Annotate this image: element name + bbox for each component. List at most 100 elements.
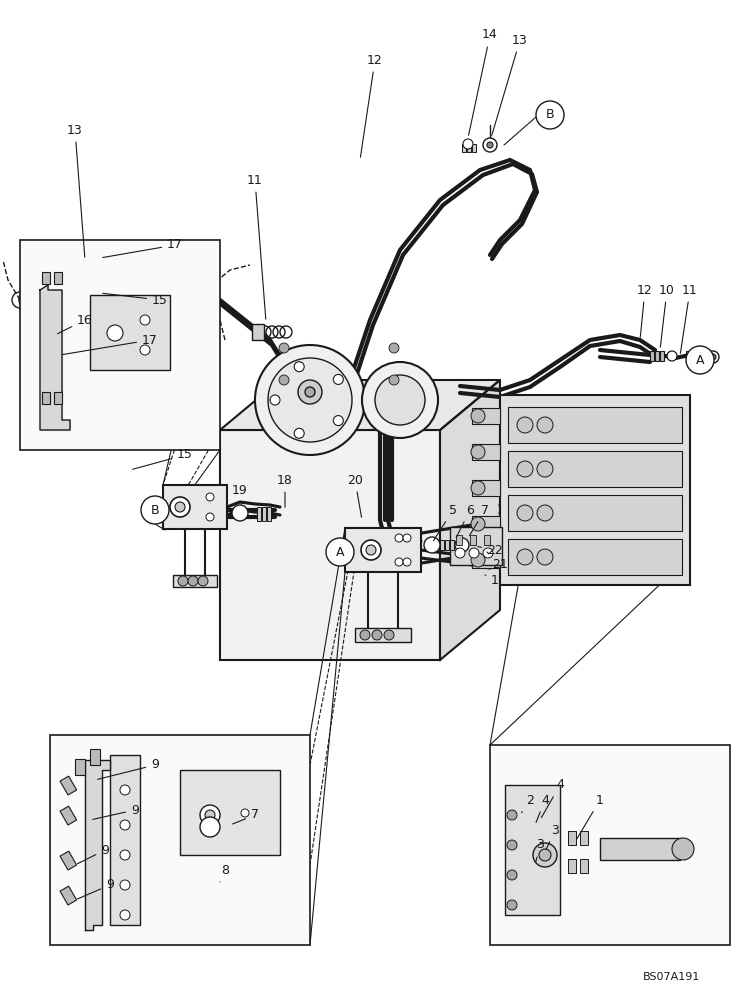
Text: 9: 9 bbox=[77, 844, 109, 864]
Text: A: A bbox=[696, 354, 704, 366]
Circle shape bbox=[403, 558, 411, 566]
Bar bbox=[110, 755, 140, 925]
Circle shape bbox=[333, 374, 343, 384]
Text: 11: 11 bbox=[680, 284, 698, 353]
Bar bbox=[60, 886, 77, 905]
Circle shape bbox=[471, 445, 485, 459]
Circle shape bbox=[270, 395, 280, 405]
Text: 17: 17 bbox=[103, 238, 183, 258]
Circle shape bbox=[517, 549, 533, 565]
Bar bbox=[257, 507, 261, 521]
Circle shape bbox=[279, 343, 289, 353]
Bar bbox=[470, 535, 476, 545]
Circle shape bbox=[667, 351, 677, 361]
Circle shape bbox=[507, 870, 517, 880]
Circle shape bbox=[384, 630, 394, 640]
Circle shape bbox=[206, 493, 214, 501]
Circle shape bbox=[483, 548, 493, 558]
Circle shape bbox=[710, 354, 716, 360]
Circle shape bbox=[375, 375, 425, 425]
Bar bbox=[450, 540, 454, 550]
Bar bbox=[42, 392, 50, 404]
Circle shape bbox=[471, 553, 485, 567]
Circle shape bbox=[533, 843, 557, 867]
Circle shape bbox=[455, 538, 469, 552]
Polygon shape bbox=[440, 380, 500, 660]
Bar bbox=[462, 144, 466, 152]
Text: 7: 7 bbox=[470, 504, 489, 536]
Text: 9: 9 bbox=[77, 879, 114, 899]
Bar bbox=[508, 407, 682, 443]
Bar bbox=[262, 507, 266, 521]
Text: 1: 1 bbox=[576, 794, 604, 840]
Text: 14: 14 bbox=[469, 28, 498, 135]
Text: 3: 3 bbox=[546, 824, 559, 849]
Bar bbox=[472, 144, 476, 152]
Circle shape bbox=[361, 540, 381, 560]
Circle shape bbox=[537, 505, 553, 521]
Circle shape bbox=[206, 513, 214, 521]
Circle shape bbox=[200, 817, 220, 837]
Text: 9: 9 bbox=[98, 758, 159, 779]
Circle shape bbox=[362, 362, 438, 438]
Bar bbox=[345, 528, 421, 572]
Circle shape bbox=[471, 517, 485, 531]
Bar bbox=[163, 485, 227, 529]
Bar bbox=[220, 430, 440, 660]
Text: 12: 12 bbox=[637, 284, 653, 337]
Text: 6: 6 bbox=[456, 504, 474, 538]
Bar bbox=[568, 859, 576, 873]
Bar bbox=[568, 831, 576, 845]
Text: 8: 8 bbox=[220, 863, 229, 882]
Circle shape bbox=[294, 428, 304, 438]
Bar bbox=[472, 516, 500, 532]
Bar bbox=[355, 628, 411, 642]
Bar bbox=[472, 408, 500, 424]
Bar bbox=[500, 395, 690, 585]
Bar bbox=[580, 859, 588, 873]
Bar bbox=[686, 351, 691, 363]
Bar bbox=[456, 535, 462, 545]
Circle shape bbox=[455, 548, 465, 558]
Circle shape bbox=[537, 461, 553, 477]
Circle shape bbox=[360, 630, 370, 640]
Circle shape bbox=[175, 502, 185, 512]
Circle shape bbox=[255, 345, 365, 455]
Circle shape bbox=[389, 375, 399, 385]
Circle shape bbox=[298, 380, 322, 404]
Circle shape bbox=[403, 534, 411, 542]
Text: 20: 20 bbox=[347, 474, 363, 517]
Text: 15: 15 bbox=[103, 293, 168, 306]
Circle shape bbox=[389, 343, 399, 353]
Bar bbox=[655, 351, 659, 361]
Circle shape bbox=[141, 496, 169, 524]
Circle shape bbox=[120, 910, 130, 920]
Bar bbox=[580, 831, 588, 845]
Circle shape bbox=[487, 142, 493, 148]
Bar bbox=[90, 749, 100, 765]
Text: 12: 12 bbox=[361, 53, 383, 157]
Circle shape bbox=[366, 545, 376, 555]
Bar bbox=[75, 759, 85, 775]
Circle shape bbox=[686, 346, 714, 374]
Text: 3: 3 bbox=[536, 838, 544, 862]
Bar bbox=[50, 735, 310, 945]
Bar bbox=[60, 806, 77, 825]
Bar bbox=[445, 540, 449, 550]
Bar bbox=[505, 785, 560, 915]
Text: 9: 9 bbox=[93, 804, 139, 819]
Bar bbox=[180, 770, 280, 855]
Polygon shape bbox=[220, 380, 500, 430]
Bar bbox=[54, 272, 62, 284]
Circle shape bbox=[294, 362, 304, 372]
Circle shape bbox=[539, 849, 551, 861]
Bar bbox=[660, 351, 664, 361]
Bar bbox=[472, 552, 500, 568]
Polygon shape bbox=[40, 285, 70, 430]
Bar bbox=[54, 392, 62, 404]
Text: A: A bbox=[336, 546, 344, 558]
Text: 2: 2 bbox=[522, 794, 534, 813]
Text: 16: 16 bbox=[57, 314, 93, 334]
Text: 21: 21 bbox=[487, 552, 508, 572]
Circle shape bbox=[672, 838, 694, 860]
